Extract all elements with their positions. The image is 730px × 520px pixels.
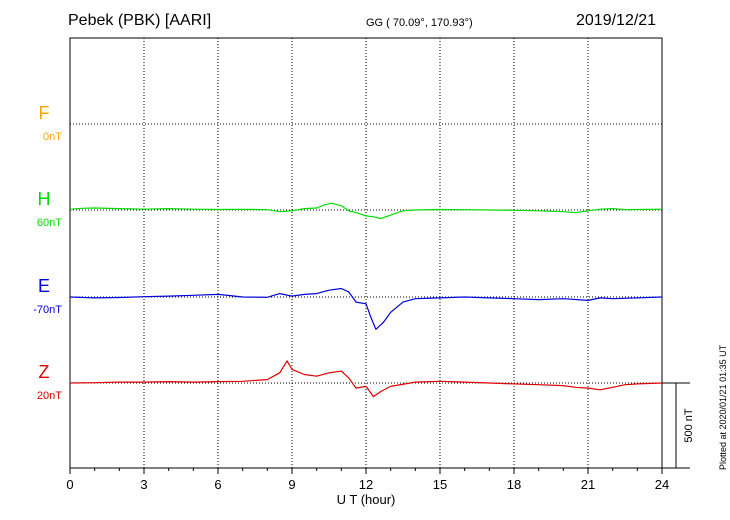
baseline-value-f: 0nT [43, 131, 62, 143]
geographic-coordinates: GG ( 70.09°, 170.93°) [366, 17, 473, 29]
x-tick-label: 21 [581, 477, 595, 492]
series-line-e [69, 287, 663, 330]
series-line-h [69, 202, 663, 220]
x-tick-label: 18 [507, 477, 521, 492]
x-tick-label: 0 [66, 477, 73, 492]
x-tick-label: 6 [214, 477, 221, 492]
component-label-z: Z [39, 362, 50, 382]
component-label-h: H [38, 189, 51, 209]
x-tick-label: 3 [140, 477, 147, 492]
component-label-e: E [38, 276, 50, 296]
plot-frame [69, 37, 663, 469]
x-tick-label: 15 [433, 477, 447, 492]
x-tick-label: 12 [359, 477, 373, 492]
series-line-z [69, 360, 663, 398]
chart-date: 2019/12/21 [576, 12, 657, 29]
x-tick-label: 9 [288, 477, 295, 492]
baseline-value-z: 20nT [37, 390, 62, 402]
component-label-f: F [39, 103, 50, 123]
station-title: Pebek (PBK) [AARI] [68, 12, 212, 29]
plotted-timestamp: Plotted at 2020/01/21 01:35 UT [718, 344, 728, 470]
x-axis-label: U T (hour) [337, 492, 396, 507]
baseline-value-e: -70nT [33, 304, 62, 316]
baseline-value-h: 60nT [37, 217, 62, 229]
scale-bar-label: 500 nT [683, 408, 695, 443]
x-tick-label: 24 [655, 477, 669, 492]
